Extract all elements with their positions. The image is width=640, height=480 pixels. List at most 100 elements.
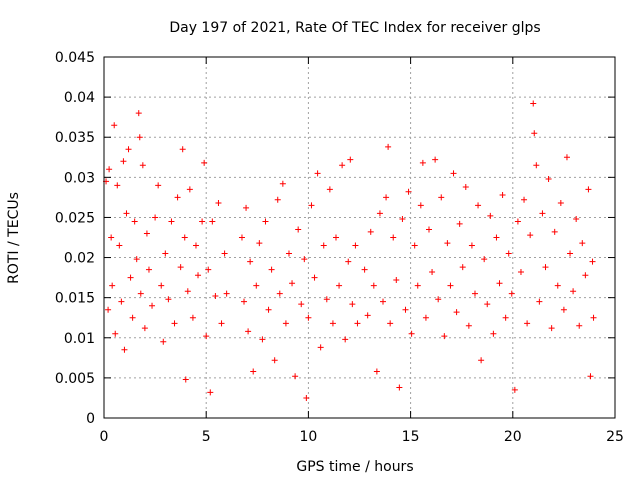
data-point	[152, 214, 159, 221]
data-point	[496, 280, 503, 287]
data-point	[545, 175, 552, 182]
data-point	[465, 322, 472, 329]
data-point	[517, 268, 524, 275]
data-point	[298, 301, 305, 308]
data-point	[422, 314, 429, 321]
data-point	[162, 250, 169, 257]
data-point	[141, 325, 148, 332]
x-axis-ticks: 0 5 10 15 20 25	[100, 57, 624, 445]
data-point	[133, 256, 140, 263]
data-point	[158, 282, 165, 289]
data-point	[186, 186, 193, 193]
data-point	[253, 282, 260, 289]
data-point	[135, 110, 142, 117]
data-point	[177, 264, 184, 271]
data-point	[367, 228, 374, 235]
data-point	[165, 296, 172, 303]
data-point	[168, 218, 175, 225]
data-point	[145, 266, 152, 273]
data-point	[531, 130, 538, 137]
data-point	[573, 216, 580, 223]
data-point	[120, 158, 127, 165]
data-point	[548, 325, 555, 332]
data-point	[444, 240, 451, 247]
data-point	[123, 210, 130, 217]
data-point	[493, 234, 500, 241]
y-tick-label: 0.04	[64, 90, 95, 106]
data-point	[373, 368, 380, 375]
data-point	[129, 314, 136, 321]
data-point	[551, 228, 558, 235]
data-point	[570, 288, 577, 295]
data-point	[484, 301, 491, 308]
data-point	[364, 312, 371, 319]
data-point	[505, 250, 512, 257]
data-point	[301, 256, 308, 263]
data-point	[215, 200, 222, 207]
data-point	[285, 250, 292, 257]
data-point	[243, 204, 250, 211]
data-point	[116, 242, 123, 249]
data-point	[131, 218, 138, 225]
y-axis-label: ROTI / TECUs	[6, 192, 22, 284]
data-point	[212, 293, 219, 300]
data-point	[579, 240, 586, 247]
data-point	[402, 306, 409, 313]
data-point	[265, 306, 272, 313]
data-point	[218, 320, 225, 327]
plot-frame	[103, 56, 616, 419]
data-point	[557, 200, 564, 207]
data-point	[393, 277, 400, 284]
data-point	[342, 336, 349, 343]
data-point	[326, 186, 333, 193]
data-point	[336, 282, 343, 289]
data-point	[385, 143, 392, 150]
data-point	[245, 328, 252, 335]
data-point	[383, 194, 390, 201]
data-point	[481, 256, 488, 263]
data-point	[182, 376, 189, 383]
data-point	[419, 159, 426, 166]
y-tick-label: 0.045	[55, 50, 95, 66]
data-point	[282, 320, 289, 327]
data-point	[447, 282, 454, 289]
data-point	[323, 296, 330, 303]
y-tick-label: 0.005	[55, 371, 95, 387]
data-point	[339, 162, 346, 169]
data-point	[241, 298, 248, 305]
data-point	[542, 264, 549, 271]
data-point	[354, 320, 361, 327]
data-point	[456, 220, 463, 227]
data-point	[405, 188, 412, 195]
data-point	[408, 330, 415, 337]
data-point	[179, 146, 186, 153]
data-point	[106, 166, 113, 173]
data-point	[292, 373, 299, 380]
y-tick-label: 0.01	[64, 331, 95, 347]
data-point	[468, 242, 475, 249]
data-point	[438, 194, 445, 201]
data-point	[425, 226, 432, 233]
data-point	[317, 344, 324, 351]
data-point	[462, 183, 469, 190]
y-tick-label: 0.025	[55, 210, 95, 226]
x-tick-label: 20	[504, 429, 522, 445]
data-point	[305, 314, 312, 321]
data-point	[435, 296, 442, 303]
data-point	[589, 258, 596, 265]
data-point	[125, 146, 132, 153]
data-point	[411, 242, 418, 249]
data-point	[370, 282, 377, 289]
data-point	[276, 290, 283, 297]
data-point	[139, 162, 146, 169]
data-point	[459, 264, 466, 271]
data-point	[533, 162, 540, 169]
data-point	[536, 298, 543, 305]
data-point	[352, 242, 359, 249]
data-point	[361, 266, 368, 273]
data-point	[508, 290, 515, 297]
data-point	[417, 202, 424, 209]
y-axis-ticks: 0 0.005 0.01 0.015 0.02 0.025 0.03 0.035 0.04 0.0…	[55, 50, 615, 427]
data-point	[201, 159, 208, 166]
data-point	[271, 357, 278, 364]
